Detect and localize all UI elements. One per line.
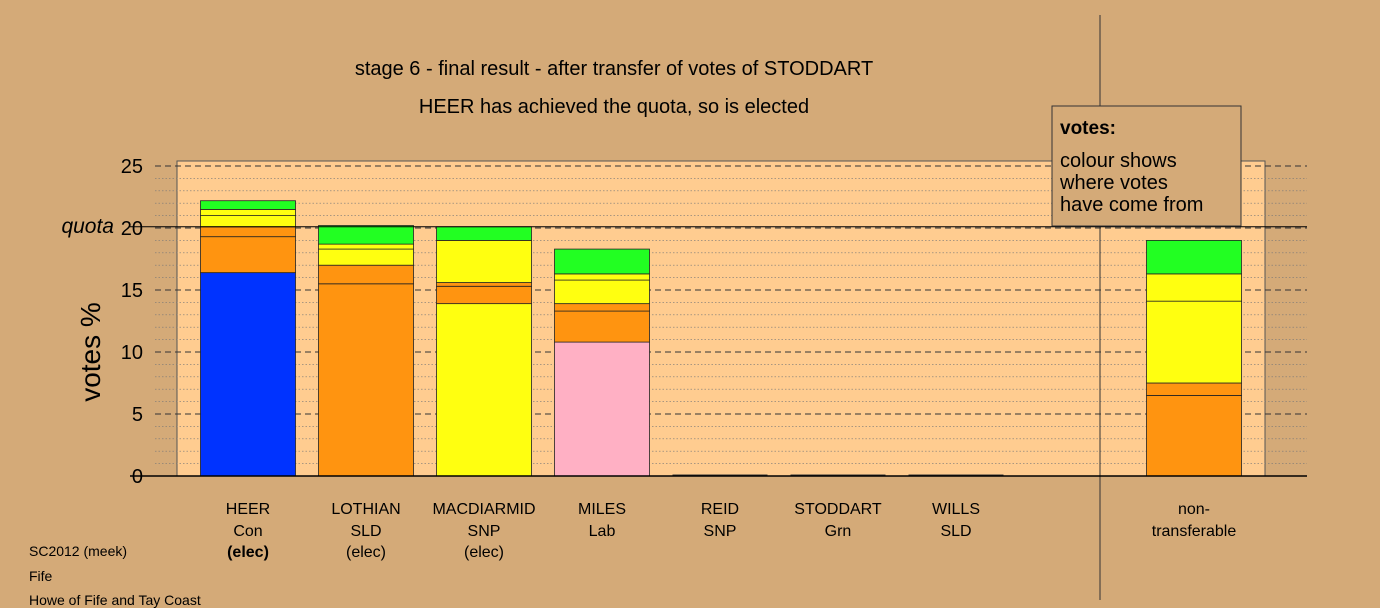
- bars-group: [200, 200, 1242, 477]
- bar-heer-segment-snp: [200, 208, 296, 216]
- footer-method: SC2012 (meek): [29, 543, 128, 559]
- legend-line-3: have come from: [1060, 194, 1203, 216]
- bar-lothian-segment-snp: [318, 243, 414, 250]
- bar-macdiarmid-segment-sld: [436, 285, 532, 305]
- y-tick-label: 25: [121, 156, 143, 178]
- x-label-party: Lab: [589, 523, 616, 540]
- x-labels: HEER Con (elec) LOTHIAN SLD (elec) MACDIARMID S…: [226, 501, 1237, 561]
- footer-council: Fife: [29, 568, 53, 584]
- bar-heer-segment-con: [200, 272, 296, 477]
- x-label-party: Grn: [825, 523, 852, 540]
- legend-line-1: colour shows: [1060, 150, 1177, 172]
- x-label-party: Con: [233, 523, 262, 540]
- legend-title: votes:: [1060, 118, 1116, 139]
- y-tick-label: 20: [121, 218, 143, 240]
- bar-miles-segment-snp: [554, 273, 650, 281]
- legend-box: [1051, 105, 1242, 227]
- chart-title: stage 6 - final result - after transfer …: [355, 58, 873, 80]
- bar-macdiarmid-segment-snp: [436, 239, 532, 283]
- bar-macdiarmid-segment-grn: [436, 226, 532, 241]
- x-label-name: WILLS: [932, 501, 980, 518]
- legend-line-2: where votes: [1059, 172, 1168, 194]
- bar-heer-segment-sld: [200, 226, 296, 238]
- footer-ward: Howe of Fife and Tay Coast: [29, 592, 201, 608]
- x-label-name: REID: [701, 501, 739, 518]
- bar-macdiarmid-segment-snp: [436, 303, 532, 477]
- bar-nontransferable-segment-sld: [1146, 382, 1242, 396]
- bar-nontransferable-segment-sld: [1146, 394, 1242, 477]
- bar-miles-segment-grn: [554, 248, 650, 275]
- legend: votes: colour shows where votes have com…: [1051, 105, 1242, 227]
- x-label-name: STODDART: [794, 501, 882, 518]
- bar-lothian-segment-snp: [318, 248, 414, 266]
- bar-heer-segment-sld: [200, 236, 296, 274]
- bar-lothian-segment-grn: [318, 225, 414, 245]
- bar-heer-segment-snp: [200, 215, 296, 228]
- bar-nontransferable-segment-snp: [1146, 273, 1242, 302]
- bar-macdiarmid-segment-sld: [436, 282, 532, 287]
- y-axis-label: votes %: [75, 302, 106, 402]
- y-tick-label: 15: [121, 280, 143, 302]
- chart-subtitle: HEER has achieved the quota, so is elect…: [419, 96, 809, 118]
- y-tick-label: 5: [132, 404, 143, 426]
- x-label-name: HEER: [226, 501, 270, 518]
- y-tick-label: 10: [121, 342, 143, 364]
- x-label-party: SLD: [350, 523, 381, 540]
- bar-miles-segment-lab: [554, 341, 650, 477]
- x-label-name: MACDIARMID: [432, 501, 535, 518]
- x-label-name: MILES: [578, 501, 626, 518]
- x-label-party: SLD: [940, 523, 971, 540]
- x-label-status: (elec): [227, 544, 269, 561]
- bar-miles-segment-sld: [554, 310, 650, 343]
- bar-miles-segment-snp: [554, 279, 650, 305]
- x-label-party: SNP: [468, 523, 501, 540]
- bar-lothian-segment-sld: [318, 264, 414, 285]
- quota-label: quota: [61, 215, 114, 238]
- x-label-name: non-: [1178, 501, 1210, 518]
- y-tick-label: 0: [132, 466, 143, 488]
- y-tick-labels: 0 5 10 15 20 25: [121, 156, 143, 488]
- bar-lothian-segment-sld: [318, 283, 414, 477]
- bar-nontransferable-segment-snp: [1146, 300, 1242, 384]
- bar-miles-segment-sld: [554, 303, 650, 312]
- x-label-status: (elec): [464, 544, 504, 561]
- x-label-status: (elec): [346, 544, 386, 561]
- bar-heer-segment-grn: [200, 200, 296, 210]
- x-label-name: LOTHIAN: [331, 501, 400, 518]
- x-label-party: SNP: [704, 523, 737, 540]
- x-label-name-2: transferable: [1152, 523, 1237, 540]
- bar-nontransferable-segment-grn: [1146, 239, 1242, 275]
